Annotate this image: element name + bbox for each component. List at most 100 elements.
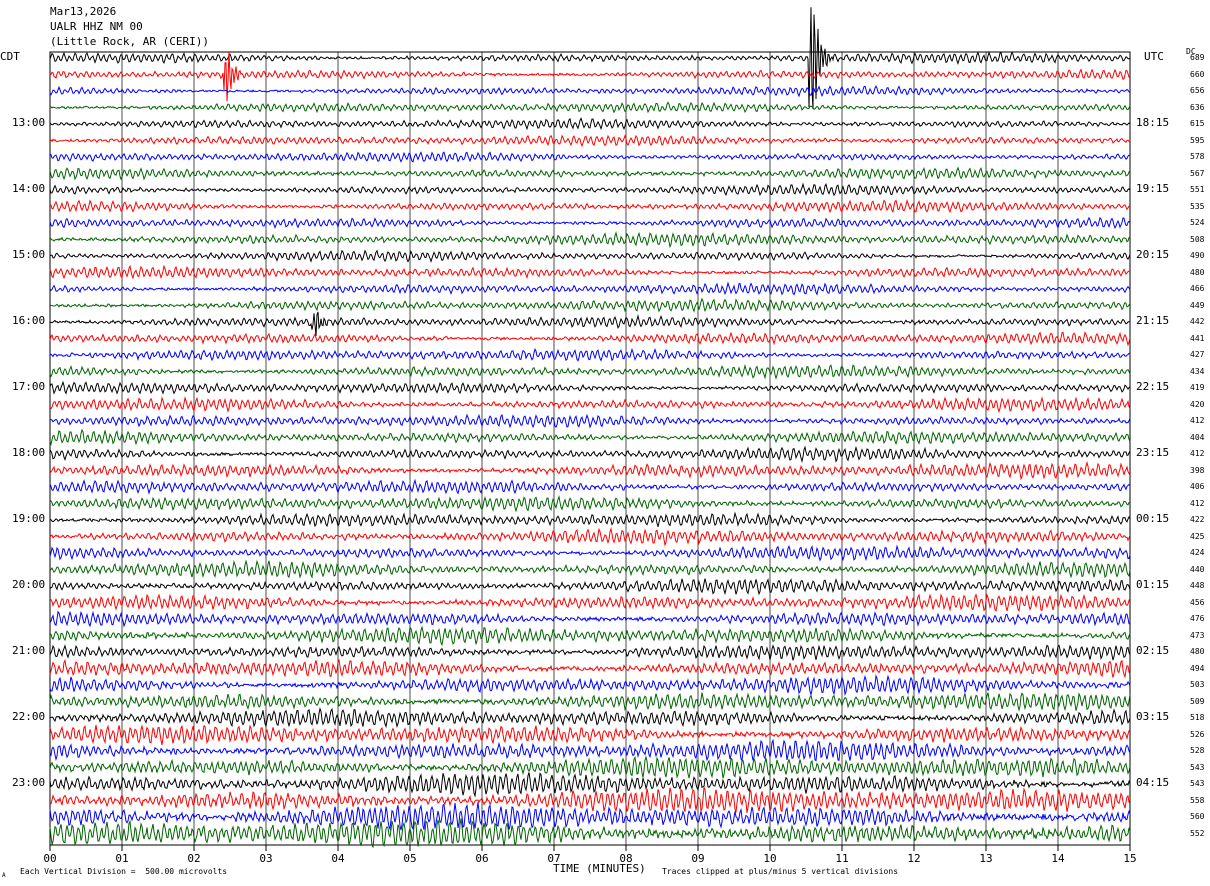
dc-offset-label: 509 (1190, 696, 1205, 706)
x-tick-label: 04 (331, 852, 345, 865)
x-tick-label: 01 (115, 852, 128, 865)
right-time-label: 00:15 (1136, 512, 1170, 525)
dc-offset-label: 473 (1190, 630, 1205, 640)
dc-offset-label: 425 (1190, 531, 1205, 541)
dc-offset-label: 440 (1190, 564, 1205, 574)
trace-line (49, 428, 1131, 446)
trace-line (49, 818, 1131, 849)
right-time-label: 03:15 (1136, 710, 1170, 723)
trace-line (49, 363, 1131, 380)
trace-line (49, 380, 1131, 395)
dc-offset-label: 524 (1190, 218, 1205, 227)
trace-line (49, 478, 1131, 495)
trace-line (49, 559, 1131, 579)
dc-offset-label: 508 (1190, 234, 1205, 244)
dc-offset-label: 503 (1190, 680, 1205, 689)
dc-offset-label: 466 (1190, 284, 1205, 293)
trace-line (49, 264, 1131, 280)
dc-offset-label: 656 (1190, 86, 1205, 95)
right-timezone-label: UTC (1144, 50, 1164, 63)
trace-line (49, 134, 1131, 148)
trace-line (49, 249, 1131, 264)
trace-line (49, 544, 1131, 562)
trace-line (49, 527, 1131, 547)
trace-line (49, 331, 1131, 347)
trace-line (49, 297, 1131, 313)
dc-offset-label: 422 (1190, 515, 1205, 524)
dc-offset-label: 412 (1190, 449, 1205, 458)
header-station: UALR HHZ NM 00 (50, 20, 143, 33)
dc-label: DC (1186, 47, 1196, 56)
plot-frame (49, 51, 1131, 846)
trace-line (49, 85, 1131, 98)
trace-line (49, 658, 1131, 679)
dc-offset-label: 480 (1190, 647, 1205, 656)
x-tick-label: 13 (979, 852, 992, 865)
dc-offset-label: 660 (1190, 69, 1205, 79)
dc-offset-label: 558 (1190, 795, 1205, 805)
trace-line (49, 7, 1131, 110)
trace-line (49, 738, 1131, 763)
x-tick-label: 12 (907, 852, 920, 865)
x-tick-label: 02 (187, 852, 200, 865)
x-tick-label: 06 (475, 852, 488, 865)
x-axis-label: TIME (MINUTES) (553, 862, 646, 875)
right-time-label: 23:15 (1136, 446, 1170, 459)
trace-line (49, 347, 1131, 362)
dc-offset-label: 449 (1190, 300, 1205, 310)
x-axis-ticks: 00 01 02 03 04 05 06 07 08 09 10 11 12 13 14 15 (43, 845, 1137, 865)
trace-line (49, 644, 1131, 661)
x-tick-label: 08 (619, 852, 632, 865)
dc-offset-label: 442 (1190, 317, 1205, 326)
dc-offset-label: 476 (1190, 614, 1205, 623)
dc-offset-label: 424 (1190, 548, 1205, 557)
left-time-label: 19:00 (12, 512, 46, 525)
left-timezone-label: CDT (0, 50, 20, 63)
right-time-label: 19:15 (1136, 182, 1170, 195)
trace-line (49, 445, 1131, 464)
trace-line (49, 117, 1131, 131)
left-time-label: 20:00 (12, 578, 46, 591)
dc-offset-label: 535 (1190, 201, 1205, 211)
trace-line (49, 198, 1131, 214)
trace-line (49, 755, 1131, 779)
dc-offset-label: 420 (1190, 399, 1205, 409)
left-time-label: 14:00 (12, 182, 46, 195)
trace-line (49, 802, 1131, 831)
dc-offset-label: 528 (1190, 746, 1205, 755)
right-time-label: 18:15 (1136, 116, 1170, 129)
trace-line (49, 724, 1131, 746)
dc-offset-label: 595 (1190, 135, 1205, 145)
dc-offset-label: 490 (1190, 251, 1205, 260)
trace-line (49, 281, 1131, 296)
dc-offset-label: 427 (1190, 350, 1205, 359)
trace-line (49, 166, 1131, 181)
x-tick-label: 00 (43, 852, 56, 865)
dc-offset-label: 526 (1190, 729, 1205, 739)
right-time-label: 04:15 (1136, 776, 1170, 789)
trace-line (49, 494, 1131, 513)
trace-line (49, 311, 1131, 337)
trace-line (49, 51, 1131, 102)
dc-offset-label: 412 (1190, 416, 1205, 425)
trace-line (49, 593, 1131, 613)
left-time-label: 16:00 (12, 314, 46, 327)
dc-offset-label: 412 (1190, 498, 1205, 508)
x-tick-label: 09 (691, 852, 704, 865)
x-tick-label: 15 (1123, 852, 1136, 865)
trace-line (49, 151, 1131, 163)
trace-line (50, 625, 1131, 647)
trace-line (49, 216, 1131, 229)
dc-offset-label: 552 (1190, 828, 1205, 838)
trace-line (49, 706, 1131, 729)
trace-line (49, 674, 1131, 697)
x-tick-label: 03 (259, 852, 272, 865)
dc-offset-label: 406 (1190, 482, 1205, 491)
dc-offset-label: 441 (1190, 333, 1205, 343)
trace-line (49, 396, 1131, 414)
right-time-label: 01:15 (1136, 578, 1170, 591)
x-tick-label: 05 (403, 852, 416, 865)
trace-line (49, 460, 1131, 481)
x-tick-label: 14 (1051, 852, 1065, 865)
trace-line (49, 511, 1131, 528)
